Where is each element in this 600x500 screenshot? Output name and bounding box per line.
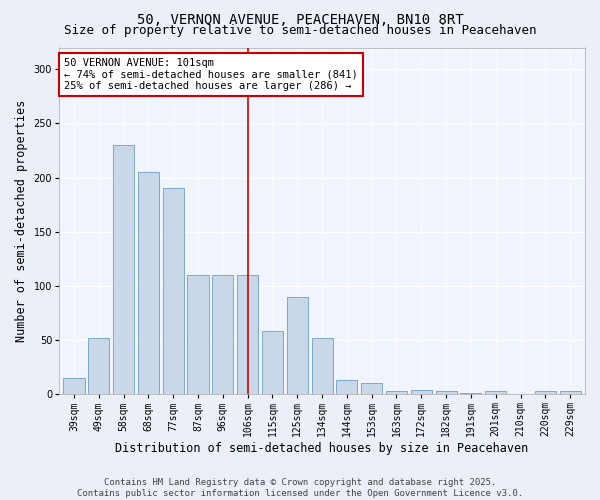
- Bar: [163, 188, 184, 394]
- X-axis label: Distribution of semi-detached houses by size in Peacehaven: Distribution of semi-detached houses by …: [115, 442, 529, 455]
- Bar: [535, 391, 556, 394]
- Bar: [411, 390, 432, 394]
- Bar: [187, 275, 209, 394]
- Y-axis label: Number of semi-detached properties: Number of semi-detached properties: [15, 100, 28, 342]
- Bar: [460, 393, 481, 394]
- Bar: [311, 338, 332, 394]
- Text: Contains HM Land Registry data © Crown copyright and database right 2025.
Contai: Contains HM Land Registry data © Crown c…: [77, 478, 523, 498]
- Bar: [88, 338, 109, 394]
- Bar: [212, 275, 233, 394]
- Bar: [337, 380, 358, 394]
- Bar: [436, 391, 457, 394]
- Bar: [237, 275, 258, 394]
- Text: 50, VERNON AVENUE, PEACEHAVEN, BN10 8RT: 50, VERNON AVENUE, PEACEHAVEN, BN10 8RT: [137, 12, 463, 26]
- Bar: [361, 384, 382, 394]
- Bar: [113, 145, 134, 394]
- Bar: [560, 391, 581, 394]
- Bar: [64, 378, 85, 394]
- Text: Size of property relative to semi-detached houses in Peacehaven: Size of property relative to semi-detach…: [64, 24, 536, 37]
- Text: 50 VERNON AVENUE: 101sqm
← 74% of semi-detached houses are smaller (841)
25% of : 50 VERNON AVENUE: 101sqm ← 74% of semi-d…: [64, 58, 358, 91]
- Bar: [287, 296, 308, 394]
- Bar: [386, 391, 407, 394]
- Bar: [485, 391, 506, 394]
- Bar: [138, 172, 159, 394]
- Bar: [262, 332, 283, 394]
